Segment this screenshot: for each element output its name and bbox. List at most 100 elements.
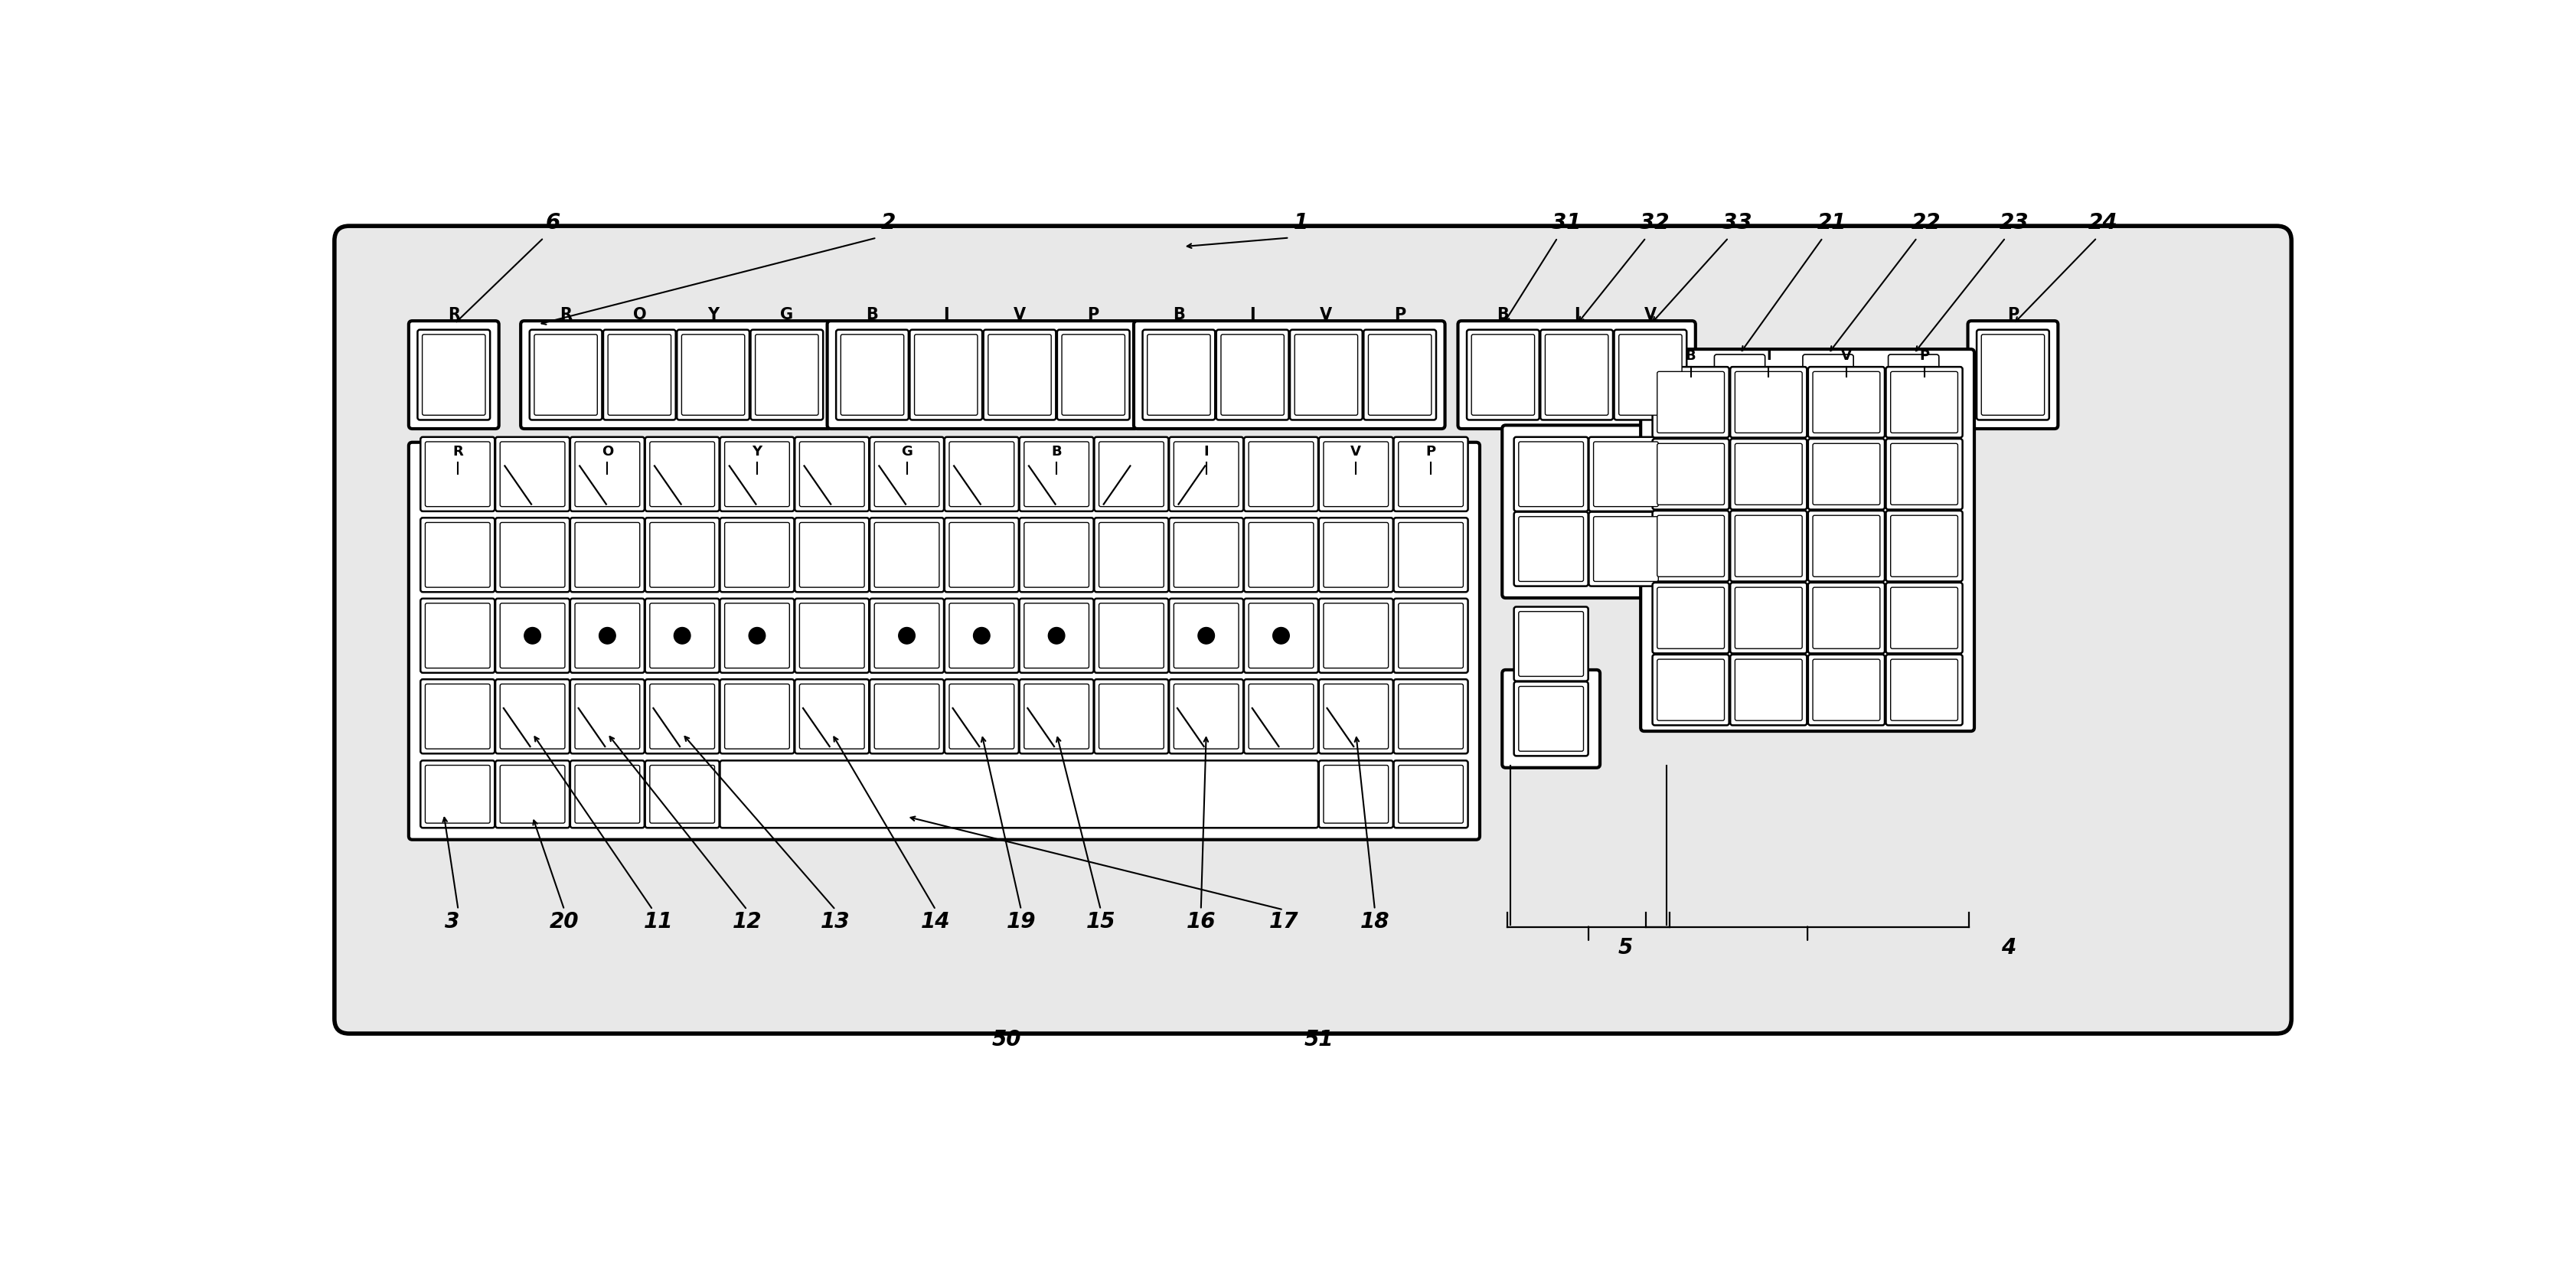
FancyBboxPatch shape <box>724 441 788 507</box>
FancyBboxPatch shape <box>1175 603 1239 669</box>
Text: P: P <box>1394 307 1406 322</box>
Text: Y: Y <box>708 307 719 322</box>
FancyBboxPatch shape <box>1324 522 1388 588</box>
Text: 11: 11 <box>644 911 672 933</box>
FancyBboxPatch shape <box>873 441 938 507</box>
FancyBboxPatch shape <box>1133 321 1445 428</box>
FancyBboxPatch shape <box>1170 679 1244 753</box>
FancyBboxPatch shape <box>420 761 495 828</box>
Text: V: V <box>1643 307 1656 322</box>
Text: V: V <box>1350 445 1360 459</box>
FancyBboxPatch shape <box>425 441 489 507</box>
FancyBboxPatch shape <box>1146 335 1211 415</box>
FancyBboxPatch shape <box>425 684 489 748</box>
Text: I: I <box>943 307 948 322</box>
FancyBboxPatch shape <box>868 599 943 672</box>
FancyBboxPatch shape <box>1502 425 1674 598</box>
FancyBboxPatch shape <box>1515 681 1587 756</box>
FancyBboxPatch shape <box>793 679 868 753</box>
FancyBboxPatch shape <box>1394 679 1468 753</box>
FancyBboxPatch shape <box>1399 603 1463 669</box>
FancyBboxPatch shape <box>1023 684 1090 748</box>
Circle shape <box>1273 627 1288 643</box>
FancyBboxPatch shape <box>1808 583 1883 653</box>
FancyBboxPatch shape <box>1517 517 1584 581</box>
FancyBboxPatch shape <box>1540 330 1613 420</box>
FancyBboxPatch shape <box>1399 522 1463 588</box>
FancyBboxPatch shape <box>1734 588 1801 648</box>
FancyBboxPatch shape <box>1641 349 1973 731</box>
FancyBboxPatch shape <box>1651 439 1728 509</box>
FancyBboxPatch shape <box>495 518 569 592</box>
FancyBboxPatch shape <box>644 599 719 672</box>
Text: B: B <box>866 307 878 322</box>
FancyBboxPatch shape <box>948 603 1015 669</box>
FancyBboxPatch shape <box>420 679 495 753</box>
FancyBboxPatch shape <box>569 761 644 828</box>
FancyBboxPatch shape <box>1808 511 1883 581</box>
FancyBboxPatch shape <box>719 679 793 753</box>
FancyBboxPatch shape <box>873 603 938 669</box>
FancyBboxPatch shape <box>1319 761 1394 828</box>
FancyBboxPatch shape <box>1814 372 1880 432</box>
FancyBboxPatch shape <box>1324 603 1388 669</box>
FancyBboxPatch shape <box>1517 441 1584 507</box>
FancyBboxPatch shape <box>644 437 719 511</box>
FancyBboxPatch shape <box>1221 335 1283 415</box>
FancyBboxPatch shape <box>1293 335 1358 415</box>
FancyBboxPatch shape <box>1363 330 1435 420</box>
FancyBboxPatch shape <box>840 335 904 415</box>
FancyBboxPatch shape <box>1244 437 1319 511</box>
FancyBboxPatch shape <box>1175 684 1239 748</box>
FancyBboxPatch shape <box>1891 372 1958 432</box>
FancyBboxPatch shape <box>649 441 714 507</box>
FancyBboxPatch shape <box>1515 512 1587 586</box>
Text: 2: 2 <box>881 212 896 234</box>
FancyBboxPatch shape <box>1613 330 1687 420</box>
FancyBboxPatch shape <box>1216 330 1288 420</box>
FancyBboxPatch shape <box>1618 335 1682 415</box>
FancyBboxPatch shape <box>1249 603 1314 669</box>
FancyBboxPatch shape <box>987 335 1051 415</box>
FancyBboxPatch shape <box>1515 437 1587 511</box>
Text: B: B <box>1685 349 1695 363</box>
Text: P: P <box>1087 307 1100 322</box>
Text: I: I <box>1249 307 1255 322</box>
FancyBboxPatch shape <box>1734 372 1801 432</box>
Text: B: B <box>1172 307 1185 322</box>
FancyBboxPatch shape <box>1244 518 1319 592</box>
Text: G: G <box>781 307 793 322</box>
FancyBboxPatch shape <box>1592 517 1659 581</box>
FancyBboxPatch shape <box>335 226 2290 1034</box>
Text: 33: 33 <box>1723 212 1752 234</box>
FancyBboxPatch shape <box>1651 367 1728 437</box>
FancyBboxPatch shape <box>500 603 564 669</box>
FancyBboxPatch shape <box>1651 655 1728 726</box>
FancyBboxPatch shape <box>1056 330 1128 420</box>
FancyBboxPatch shape <box>644 761 719 828</box>
FancyBboxPatch shape <box>1502 670 1600 767</box>
FancyBboxPatch shape <box>1656 660 1723 720</box>
FancyBboxPatch shape <box>569 599 644 672</box>
Text: 50: 50 <box>992 1029 1020 1050</box>
FancyBboxPatch shape <box>793 437 868 511</box>
Text: P: P <box>2007 307 2017 322</box>
FancyBboxPatch shape <box>909 330 981 420</box>
Text: V: V <box>1012 307 1025 322</box>
FancyBboxPatch shape <box>1656 516 1723 576</box>
Text: 23: 23 <box>1999 212 2027 234</box>
FancyBboxPatch shape <box>873 684 938 748</box>
FancyBboxPatch shape <box>1886 511 1963 581</box>
FancyBboxPatch shape <box>425 603 489 669</box>
FancyBboxPatch shape <box>719 599 793 672</box>
FancyBboxPatch shape <box>1394 437 1468 511</box>
FancyBboxPatch shape <box>495 679 569 753</box>
FancyBboxPatch shape <box>420 518 495 592</box>
FancyBboxPatch shape <box>1095 437 1167 511</box>
FancyBboxPatch shape <box>1170 518 1244 592</box>
FancyBboxPatch shape <box>1319 679 1394 753</box>
FancyBboxPatch shape <box>1814 516 1880 576</box>
FancyBboxPatch shape <box>799 522 863 588</box>
FancyBboxPatch shape <box>1886 583 1963 653</box>
FancyBboxPatch shape <box>984 330 1056 420</box>
